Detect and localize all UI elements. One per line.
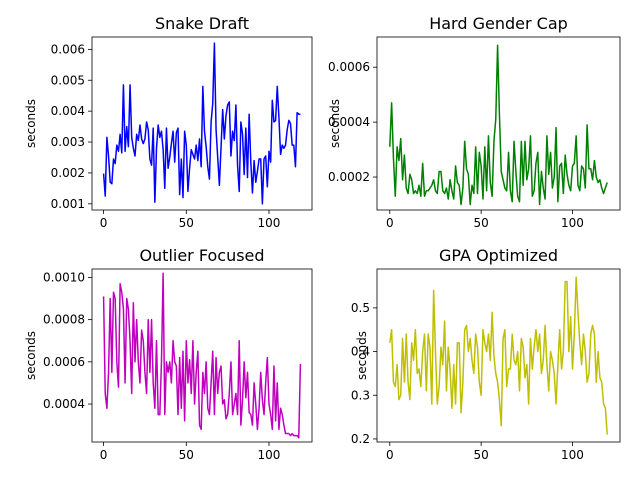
x-tick-label: 50 bbox=[179, 216, 194, 230]
y-axis-label: seconds bbox=[24, 99, 38, 148]
y-tick-label: 0.5 bbox=[351, 301, 370, 315]
x-tick-label: 100 bbox=[258, 448, 281, 462]
y-tick-label: 0.001 bbox=[51, 197, 85, 211]
y-tick-label: 0.3 bbox=[351, 388, 370, 402]
series-line bbox=[389, 44, 608, 206]
y-tick-label: 0.005 bbox=[51, 73, 85, 87]
x-tick-label: 100 bbox=[561, 448, 584, 462]
y-tick-label: 0.0004 bbox=[43, 397, 85, 411]
series-line bbox=[389, 276, 608, 435]
y-tick-label: 0.0006 bbox=[328, 60, 370, 74]
y-axis-label: seconds bbox=[355, 331, 369, 380]
x-tick-label: 50 bbox=[179, 448, 194, 462]
x-tick-label: 50 bbox=[474, 448, 489, 462]
axes-frame bbox=[91, 36, 313, 211]
y-tick-label: 0.2 bbox=[351, 432, 370, 446]
y-tick-label: 0.003 bbox=[51, 135, 85, 149]
subplot-title: Snake Draft bbox=[155, 14, 249, 33]
x-tick-label: 50 bbox=[474, 216, 489, 230]
y-tick-label: 0.0008 bbox=[43, 313, 85, 327]
subplot-4: 0 50 100 0.2 0.3 0.4 0.5 GPA Optimized seconds bbox=[351, 246, 621, 462]
y-tick-label: 0.006 bbox=[51, 42, 85, 56]
axes-frame bbox=[376, 268, 621, 443]
y-axis-label: seconds bbox=[328, 99, 342, 148]
x-tick-label: 0 bbox=[100, 216, 108, 230]
y-tick-label: 0.4 bbox=[351, 345, 370, 359]
y-tick-label: 0.0006 bbox=[43, 355, 85, 369]
y-tick-label: 0.002 bbox=[51, 166, 85, 180]
y-axis-label: seconds bbox=[24, 331, 38, 380]
x-tick-label: 0 bbox=[386, 216, 394, 230]
x-tick-label: 0 bbox=[386, 448, 394, 462]
series-line bbox=[102, 42, 301, 205]
subplot-title: GPA Optimized bbox=[439, 246, 558, 265]
x-tick-label: 0 bbox=[100, 448, 108, 462]
series-line bbox=[102, 272, 302, 439]
y-tick-label: 0.0002 bbox=[328, 170, 370, 184]
subplot-2: 0 50 100 0.0002 0.0004 0.0006 Hard Gender Cap s… bbox=[328, 14, 621, 230]
axes-frame bbox=[91, 268, 313, 443]
subplot-1: 0 50 100 0.001 0.002 0.003 0.004 0.005 0.006 Snak… bbox=[24, 14, 313, 230]
y-tick-label: 0.004 bbox=[51, 104, 85, 118]
subplot-title: Hard Gender Cap bbox=[429, 14, 568, 33]
axes-frame bbox=[376, 36, 621, 211]
subplot-3: 0 50 100 0.0004 0.0006 0.0008 0.0010 Outlier Fo… bbox=[24, 246, 313, 462]
subplot-title: Outlier Focused bbox=[139, 246, 264, 265]
x-tick-label: 100 bbox=[258, 216, 281, 230]
y-tick-label: 0.0010 bbox=[43, 270, 85, 284]
y-tick-label: 0.0004 bbox=[328, 115, 370, 129]
x-tick-label: 100 bbox=[561, 216, 584, 230]
